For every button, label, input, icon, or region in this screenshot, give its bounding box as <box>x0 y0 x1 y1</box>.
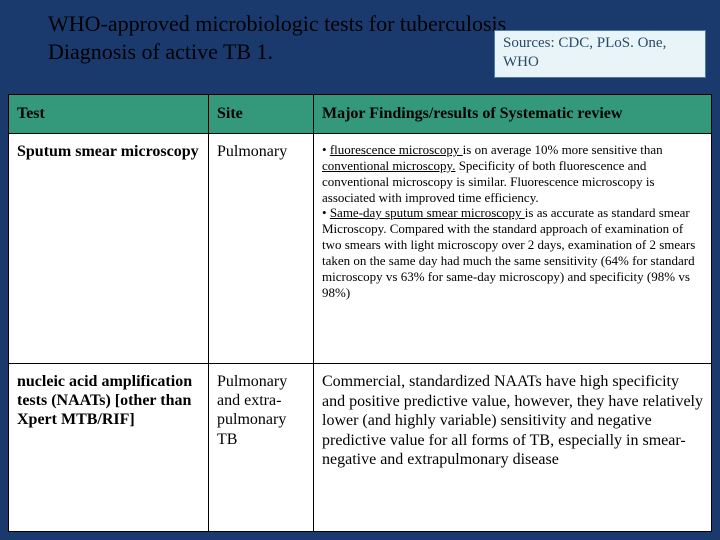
underline-text: conventional microscopy. <box>322 158 455 173</box>
col-header-site: Site <box>209 95 314 134</box>
bullet-icon: • <box>322 205 330 220</box>
finding-text: is on average 10% more sensitive than <box>463 142 663 157</box>
cell-site: Pulmonary and extra-pulmonary TB <box>209 364 314 532</box>
table-header-row: Test Site Major Findings/results of Syst… <box>9 95 712 134</box>
underline-text: fluorescence microscopy <box>330 142 463 157</box>
cell-findings: • fluorescence microscopy is on average … <box>314 134 712 364</box>
cell-test: nucleic acid amplification tests (NAATs)… <box>9 364 209 532</box>
cell-site: Pulmonary <box>209 134 314 364</box>
underline-text: Same-day sputum smear microscopy <box>330 205 525 220</box>
col-header-findings: Major Findings/results of Systematic rev… <box>314 95 712 134</box>
bullet-icon: • <box>322 142 330 157</box>
tb-tests-table: Test Site Major Findings/results of Syst… <box>8 94 712 532</box>
col-header-test: Test <box>9 95 209 134</box>
cell-test: Sputum smear microscopy <box>9 134 209 364</box>
table-row: Sputum smear microscopy Pulmonary • fluo… <box>9 134 712 364</box>
title-area: WHO-approved microbiologic tests for tub… <box>0 0 720 71</box>
sources-box: Sources: CDC, PLoS. One, WHO <box>494 30 706 78</box>
table-row: nucleic acid amplification tests (NAATs)… <box>9 364 712 532</box>
cell-findings: Commercial, standardized NAATs have high… <box>314 364 712 532</box>
